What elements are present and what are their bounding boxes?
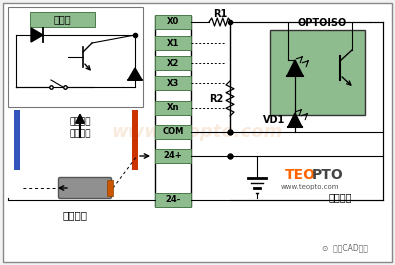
Bar <box>132 110 138 170</box>
Text: X3: X3 <box>167 78 179 87</box>
Polygon shape <box>288 113 302 127</box>
Bar <box>155 149 191 163</box>
Text: X2: X2 <box>167 59 179 68</box>
Bar <box>8 7 143 107</box>
Polygon shape <box>287 60 303 76</box>
Text: R1: R1 <box>213 9 227 19</box>
Bar <box>155 101 191 115</box>
Text: OPTOISO: OPTOISO <box>298 18 347 28</box>
Bar <box>155 15 191 29</box>
Text: 直流两线
接近开关: 直流两线 接近开关 <box>69 117 91 139</box>
Text: Xn: Xn <box>167 104 179 113</box>
Bar <box>270 30 365 115</box>
Text: 24+: 24+ <box>164 152 182 161</box>
Bar <box>155 193 191 207</box>
Bar <box>155 76 191 90</box>
Text: X0: X0 <box>167 17 179 26</box>
Text: 外置电源: 外置电源 <box>62 210 88 220</box>
Polygon shape <box>128 68 142 80</box>
Text: R2: R2 <box>209 94 223 104</box>
Bar <box>155 125 191 139</box>
Text: COM: COM <box>162 127 184 136</box>
Text: www.teopto.com: www.teopto.com <box>281 184 339 190</box>
Text: VD1: VD1 <box>263 115 285 125</box>
Text: PTO: PTO <box>312 168 344 182</box>
Text: X1: X1 <box>167 38 179 47</box>
FancyBboxPatch shape <box>58 178 111 198</box>
Bar <box>30 12 95 27</box>
Text: www.teopto.com: www.teopto.com <box>111 123 283 141</box>
Text: 主电路: 主电路 <box>53 14 71 24</box>
Text: ⊙  电气CAD论坛: ⊙ 电气CAD论坛 <box>322 244 368 253</box>
Bar <box>14 110 20 170</box>
Bar <box>155 36 191 50</box>
Bar <box>155 56 191 70</box>
Text: 24-: 24- <box>166 196 181 205</box>
Text: 内置电源: 内置电源 <box>328 192 352 202</box>
Polygon shape <box>31 28 43 42</box>
Text: TEO: TEO <box>285 168 316 182</box>
Bar <box>107 180 113 196</box>
